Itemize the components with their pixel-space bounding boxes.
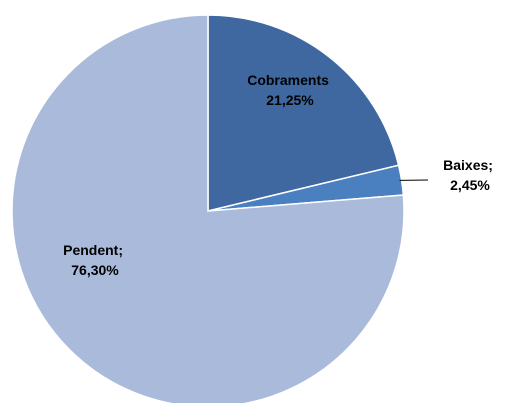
pie-slices xyxy=(12,15,404,403)
slice-label-cobraments-value: 21,25% xyxy=(266,92,314,108)
slice-label-baixes: Baixes; 2,45% xyxy=(443,157,497,193)
slice-label-pendent-value: 76,30% xyxy=(71,262,119,278)
slice-label-baixes-name: Baixes; xyxy=(443,157,493,173)
slice-label-pendent-name: Pendent; xyxy=(63,242,123,258)
slice-label-cobraments-name: Cobraments xyxy=(247,72,329,88)
slice-label-baixes-value: 2,45% xyxy=(450,177,490,193)
